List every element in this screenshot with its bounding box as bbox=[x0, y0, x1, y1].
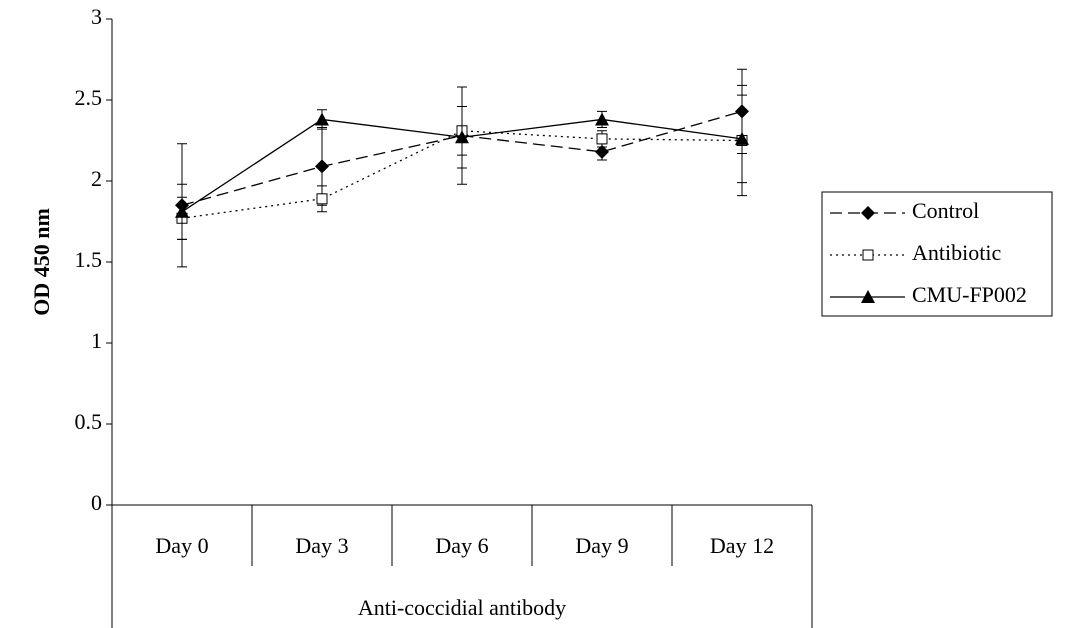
y-tick-label: 2 bbox=[91, 166, 102, 191]
x-tick-label: Day 12 bbox=[710, 533, 774, 558]
x-tick-label: Day 6 bbox=[435, 533, 488, 558]
legend-marker bbox=[863, 250, 873, 260]
chart: OD 450 nm Anti-coccidial antibody 0 0.5 1 1… bbox=[0, 0, 1070, 628]
marker bbox=[597, 134, 607, 144]
y-tick-label: 1 bbox=[91, 328, 102, 353]
marker bbox=[315, 112, 329, 125]
legend-label: CMU-FP002 bbox=[912, 282, 1027, 307]
marker bbox=[595, 112, 609, 125]
marker bbox=[317, 194, 327, 204]
y-tick-label: 3 bbox=[91, 4, 102, 29]
y-tick-label: 0.5 bbox=[75, 409, 103, 434]
x-axis-title: Anti-coccidial antibody bbox=[358, 595, 566, 620]
marker bbox=[315, 159, 329, 173]
y-tick-label: 2.5 bbox=[75, 85, 103, 110]
x-tick-label: Day 9 bbox=[575, 533, 628, 558]
x-tick-label: Day 3 bbox=[295, 533, 348, 558]
legend-label: Antibiotic bbox=[912, 240, 1001, 265]
x-tick-label: Day 0 bbox=[155, 533, 208, 558]
y-tick-label: 1.5 bbox=[75, 247, 103, 272]
y-axis-title: OD 450 nm bbox=[29, 208, 54, 316]
y-tick-label: 0 bbox=[91, 490, 102, 515]
legend-label: Control bbox=[912, 198, 979, 223]
